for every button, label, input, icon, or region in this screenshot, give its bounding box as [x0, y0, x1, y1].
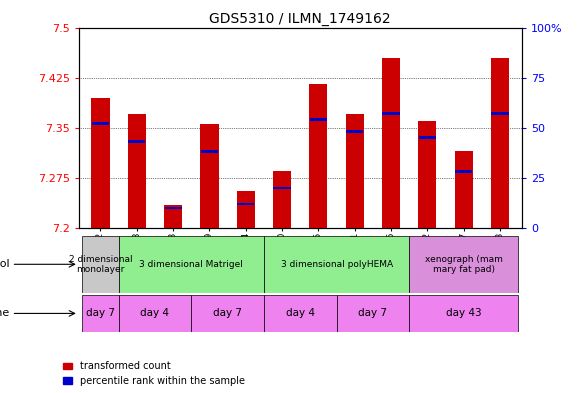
Bar [92, 97, 110, 228]
Legend: transformed count, percentile rank within the sample: transformed count, percentile rank withi… [63, 361, 245, 386]
Bar [491, 112, 508, 115]
Bar [82, 236, 119, 293]
Bar [128, 140, 145, 143]
Bar [382, 57, 400, 228]
Bar [409, 295, 518, 332]
Bar [419, 136, 436, 139]
Bar [346, 130, 363, 133]
Bar [273, 187, 291, 189]
Bar [201, 124, 219, 228]
Bar [310, 118, 327, 121]
Bar [92, 122, 109, 125]
Title: GDS5310 / ILMN_1749162: GDS5310 / ILMN_1749162 [209, 13, 391, 26]
Text: day 7: day 7 [359, 309, 387, 318]
Bar [164, 207, 182, 209]
Text: 3 dimensional Matrigel: 3 dimensional Matrigel [139, 260, 243, 269]
Bar [264, 236, 409, 293]
Text: day 4: day 4 [286, 309, 315, 318]
Bar [264, 295, 336, 332]
Text: xenograph (mam
mary fat pad): xenograph (mam mary fat pad) [425, 255, 503, 274]
Bar [201, 151, 218, 153]
Bar [128, 114, 146, 228]
Bar [119, 295, 191, 332]
Bar [409, 236, 518, 293]
Bar [418, 121, 437, 228]
Text: growth protocol: growth protocol [0, 259, 10, 269]
Text: day 7: day 7 [86, 309, 115, 318]
Bar [310, 84, 328, 228]
Bar [491, 57, 509, 228]
Bar [237, 202, 254, 205]
Text: 2 dimensional
monolayer: 2 dimensional monolayer [69, 255, 132, 274]
Bar [164, 204, 182, 228]
Text: day 4: day 4 [141, 309, 170, 318]
Text: time: time [0, 309, 10, 318]
Bar [382, 112, 400, 115]
Bar [273, 171, 291, 228]
Bar [455, 171, 472, 173]
Bar [237, 191, 255, 228]
Bar [191, 295, 264, 332]
Bar [82, 295, 119, 332]
Text: day 43: day 43 [446, 309, 482, 318]
Bar [346, 114, 364, 228]
Text: day 7: day 7 [213, 309, 242, 318]
Bar [119, 236, 264, 293]
Bar [336, 295, 409, 332]
Bar [455, 151, 473, 228]
Text: 3 dimensional polyHEMA: 3 dimensional polyHEMA [280, 260, 392, 269]
